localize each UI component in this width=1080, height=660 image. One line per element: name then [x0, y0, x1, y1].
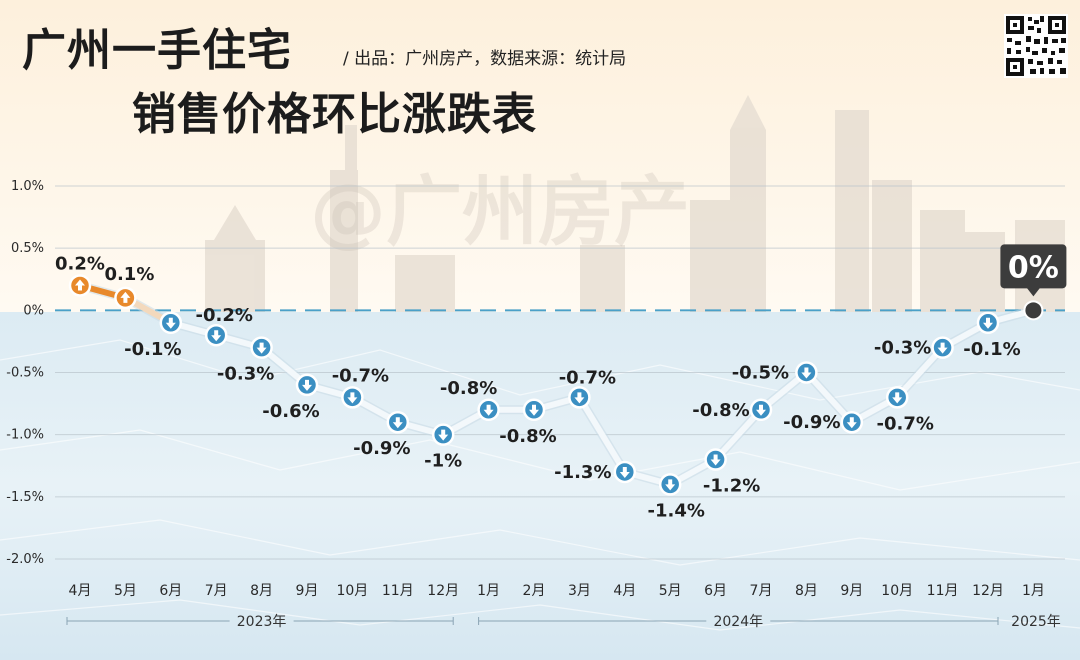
arrow-down-icon: [801, 367, 812, 379]
arrow-down-icon: [165, 317, 176, 329]
y-tick-label: -1.0%: [6, 428, 44, 443]
x-tick-label: 11月: [927, 583, 959, 599]
year-group-label: 2024年: [713, 614, 763, 630]
x-tick-label: 9月: [840, 583, 863, 599]
callout-box: [1000, 244, 1067, 289]
arrow-down-icon: [619, 466, 630, 478]
data-label: -0.6%: [262, 401, 319, 422]
x-tick-label: 6月: [704, 583, 727, 599]
arrow-down-icon: [574, 392, 585, 404]
arrow-up-icon: [120, 291, 131, 303]
data-point-final: [1023, 300, 1044, 321]
data-label: -0.9%: [783, 412, 840, 433]
y-tick-label: 0%: [23, 303, 44, 318]
arrow-up-icon: [75, 279, 85, 291]
x-tick-label: 9月: [296, 583, 319, 599]
arrow-down-icon: [529, 404, 539, 416]
data-label: -0.2%: [195, 305, 252, 326]
arrow-down-icon: [438, 429, 449, 441]
year-group-label: 2025年: [1011, 614, 1061, 630]
watermark: @广州房产: [310, 167, 690, 256]
data-label: -1.2%: [703, 476, 760, 497]
data-label: -0.7%: [332, 365, 389, 386]
callout-pointer: [1026, 287, 1041, 297]
subtitle: / 出品：广州房产，数据来源：统计局: [343, 49, 627, 69]
title-line-1: 广州一手住宅: [22, 25, 292, 76]
arrow-down-icon: [710, 454, 721, 466]
arrow-down-icon: [483, 404, 494, 416]
arrow-down-icon: [846, 417, 857, 429]
title-line-2: 销售价格环比涨跌表: [132, 89, 537, 140]
data-label: -0.8%: [692, 400, 749, 421]
x-tick-label: 7月: [205, 583, 228, 599]
data-label: 0.2%: [55, 253, 105, 274]
x-tick-label: 4月: [613, 583, 636, 599]
skyline-silhouette: [205, 95, 1065, 312]
arrow-down-icon: [937, 342, 948, 354]
year-group-label: 2023年: [237, 614, 287, 630]
data-label: -0.8%: [499, 426, 556, 447]
data-label: -0.5%: [732, 363, 789, 384]
x-tick-label: 5月: [659, 583, 682, 599]
y-tick-label: -0.5%: [6, 366, 44, 381]
arrow-down-icon: [983, 317, 993, 329]
x-tick-label: 10月: [336, 583, 368, 599]
y-tick-label: 1.0%: [11, 179, 44, 194]
data-label: -1%: [424, 451, 462, 472]
arrow-down-icon: [302, 379, 312, 391]
data-label: -1.4%: [647, 500, 704, 521]
data-label: -0.7%: [559, 367, 616, 388]
x-tick-label: 8月: [250, 583, 273, 599]
data-label: -0.3%: [874, 338, 931, 359]
arrow-down-icon: [347, 392, 358, 404]
x-tick-label: 8月: [795, 583, 818, 599]
data-label: -0.3%: [217, 364, 274, 385]
data-label: -0.9%: [353, 438, 410, 459]
data-label: -0.7%: [876, 413, 933, 434]
x-tick-label: 6月: [159, 583, 182, 599]
y-tick-label: -2.0%: [6, 552, 44, 567]
x-tick-label: 2月: [523, 583, 546, 599]
arrow-down-icon: [211, 330, 222, 342]
y-tick-label: 0.5%: [11, 241, 44, 256]
x-tick-label: 11月: [382, 583, 414, 599]
x-tick-label: 1月: [477, 583, 500, 599]
x-tick-label: 4月: [69, 583, 92, 599]
data-label: -0.8%: [440, 378, 497, 399]
x-tick-label: 12月: [427, 583, 459, 599]
x-tick-label: 1月: [1022, 583, 1045, 599]
x-tick-label: 7月: [750, 583, 773, 599]
data-label: -0.1%: [963, 339, 1020, 360]
data-label: 0.1%: [104, 264, 154, 285]
data-label: -1.3%: [554, 462, 611, 483]
arrow-down-icon: [256, 342, 267, 354]
qr-code-icon: [1004, 14, 1068, 78]
x-tick-label: 10月: [881, 583, 913, 599]
x-tick-label: 3月: [568, 583, 591, 599]
x-tick-label: 5月: [114, 583, 137, 599]
ice-texture: [0, 339, 1080, 631]
series-line-segment: [576, 394, 628, 475]
callout-label: 0%: [1008, 250, 1059, 285]
arrow-down-icon: [756, 404, 766, 416]
data-label: -0.1%: [124, 339, 181, 360]
x-tick-label: 12月: [972, 583, 1004, 599]
arrow-down-icon: [892, 392, 903, 404]
y-tick-label: -1.5%: [6, 490, 44, 505]
arrow-down-icon: [665, 479, 676, 491]
arrow-down-icon: [392, 417, 403, 429]
